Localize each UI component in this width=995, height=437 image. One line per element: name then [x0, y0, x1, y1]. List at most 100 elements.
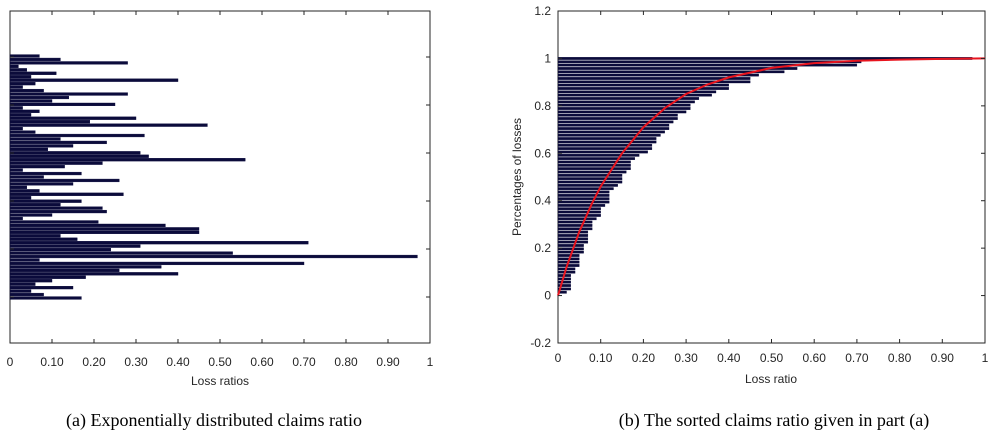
chart-b-y-tick-label: -0.2	[530, 336, 551, 350]
chart-b-x-tick-label: 0.40	[717, 351, 741, 365]
chart-b-x-tick-label: 0.70	[845, 351, 869, 365]
chart-b-bar	[557, 143, 653, 147]
chart-a-bar	[9, 75, 32, 79]
chart-a-x-tick-label: 1	[427, 355, 434, 369]
chart-a-bar	[9, 82, 36, 86]
chart-a-bar	[9, 144, 74, 148]
chart-a-bar	[9, 88, 44, 93]
chart-b-bar	[557, 150, 648, 154]
chart-b-bar	[557, 270, 576, 274]
chart-b-x-tick-label: 0.90	[931, 351, 955, 365]
chart-b-bar	[557, 230, 589, 234]
chart-a-bar	[9, 147, 48, 151]
chart-a-bar	[9, 92, 128, 96]
chart-a-bar	[9, 54, 40, 58]
chart-b-bar	[557, 123, 670, 127]
chart-b-x-axis-label: Loss ratio	[745, 372, 797, 386]
chart-b-bar	[557, 180, 623, 184]
chart-b-bar	[557, 207, 601, 211]
chart-a-bars	[9, 54, 418, 300]
chart-a-bar	[9, 251, 233, 255]
chart-a-caption: (a) Exponentially distributed claims rat…	[66, 410, 362, 431]
chart-a-bar	[9, 216, 23, 221]
chart-a-bar	[9, 123, 208, 127]
chart-a-bar	[9, 133, 145, 138]
chart-b-bar	[557, 204, 606, 207]
chart-a-x-tick-label: 0.20	[82, 355, 106, 369]
chart-a-x-tick-label: 0.10	[40, 355, 64, 369]
chart-a-bar	[9, 158, 246, 162]
chart-b-bar	[557, 110, 687, 114]
chart-a-bar	[9, 189, 40, 193]
chart-b-bar	[557, 117, 678, 120]
chart-a-bar	[9, 182, 74, 186]
chart-a-bar	[9, 292, 44, 297]
chart-b-bars	[557, 57, 973, 294]
chart-a-bar	[9, 258, 40, 262]
chart-a-bar	[9, 220, 99, 224]
chart-a-bar	[9, 234, 61, 238]
chart-b-bar	[557, 93, 712, 97]
chart-b-bar	[557, 70, 785, 74]
chart-a-bar	[9, 178, 120, 183]
chart-a-bar	[9, 113, 32, 117]
chart-b-bar	[557, 214, 601, 217]
chart-b-bar	[557, 127, 670, 130]
chart-b-bar	[557, 90, 717, 94]
chart-a-bar	[9, 286, 74, 290]
chart-a-bar	[9, 275, 86, 279]
chart-b-y-tick-label: 1.2	[534, 4, 551, 18]
chart-a-bar	[9, 296, 82, 300]
chart-a-x-tick-label: 0.40	[166, 355, 190, 369]
chart-b-bar	[557, 280, 571, 284]
chart-b-bar	[557, 130, 665, 134]
chart-b-bar	[557, 234, 589, 237]
chart-b-bar	[557, 187, 614, 191]
chart-b-bar	[557, 67, 798, 70]
chart-a-bar	[9, 57, 61, 62]
chart-b-fit-line	[557, 57, 986, 296]
chart-b-y-tick-label: 0.8	[534, 99, 551, 113]
chart-a-bar	[9, 203, 61, 207]
chart-b-bar	[557, 264, 580, 267]
chart-b-bar	[557, 190, 610, 194]
chart-b-bar	[557, 240, 589, 244]
chart-b-bar	[557, 120, 674, 124]
chart-b-bar	[557, 200, 610, 204]
chart-a-bar	[9, 247, 112, 252]
chart-a-bar	[9, 64, 19, 68]
chart-a-bar	[9, 120, 91, 124]
chart-b-bar	[557, 220, 593, 224]
chart-b-bar	[557, 153, 640, 157]
chart-b-bar	[557, 133, 661, 137]
chart-a-bar	[9, 279, 53, 283]
chart-a-bar	[9, 199, 82, 203]
chart-b-bar	[557, 183, 618, 187]
chart-a-bar	[9, 168, 23, 172]
chart-b-x-tick-label: 1	[982, 351, 989, 365]
chart-b-x-tick-label: 0.80	[888, 351, 912, 365]
chart-b-y-axis-label: Percentages of losses	[510, 118, 524, 236]
chart-b-y-tick-label: 0.6	[534, 146, 551, 160]
chart-b-bar	[557, 224, 593, 227]
chart-b-bar	[557, 80, 751, 84]
chart-a-x-tick-label: 0.70	[292, 355, 316, 369]
chart-a-bar	[9, 71, 57, 75]
chart-a-bar	[9, 265, 162, 269]
chart-b-bar	[557, 177, 623, 181]
chart-a: 0 0.10 0.20 0.30 0.40 0.50 0.60 0.70 0.80 0.90 1 L…	[7, 10, 434, 431]
chart-a-bar	[9, 102, 116, 106]
chart-a-x-ticks: 0 0.10 0.20 0.30 0.40 0.50 0.60 0.70 0.80 0.90 1	[7, 11, 434, 369]
chart-b-y-tick-label: 1	[544, 51, 551, 65]
chart-b-bar	[557, 217, 597, 221]
chart-b-bar	[557, 167, 631, 170]
chart-a-bar	[9, 126, 23, 131]
chart-b-bar	[557, 163, 631, 167]
chart-b-y-tick-label: 0	[544, 289, 551, 303]
chart-a-bar	[9, 99, 53, 103]
chart-b-bar	[557, 197, 610, 201]
chart-a-bar	[9, 161, 103, 165]
chart-b-fit-curve	[557, 57, 986, 296]
chart-b-bar	[557, 237, 589, 241]
